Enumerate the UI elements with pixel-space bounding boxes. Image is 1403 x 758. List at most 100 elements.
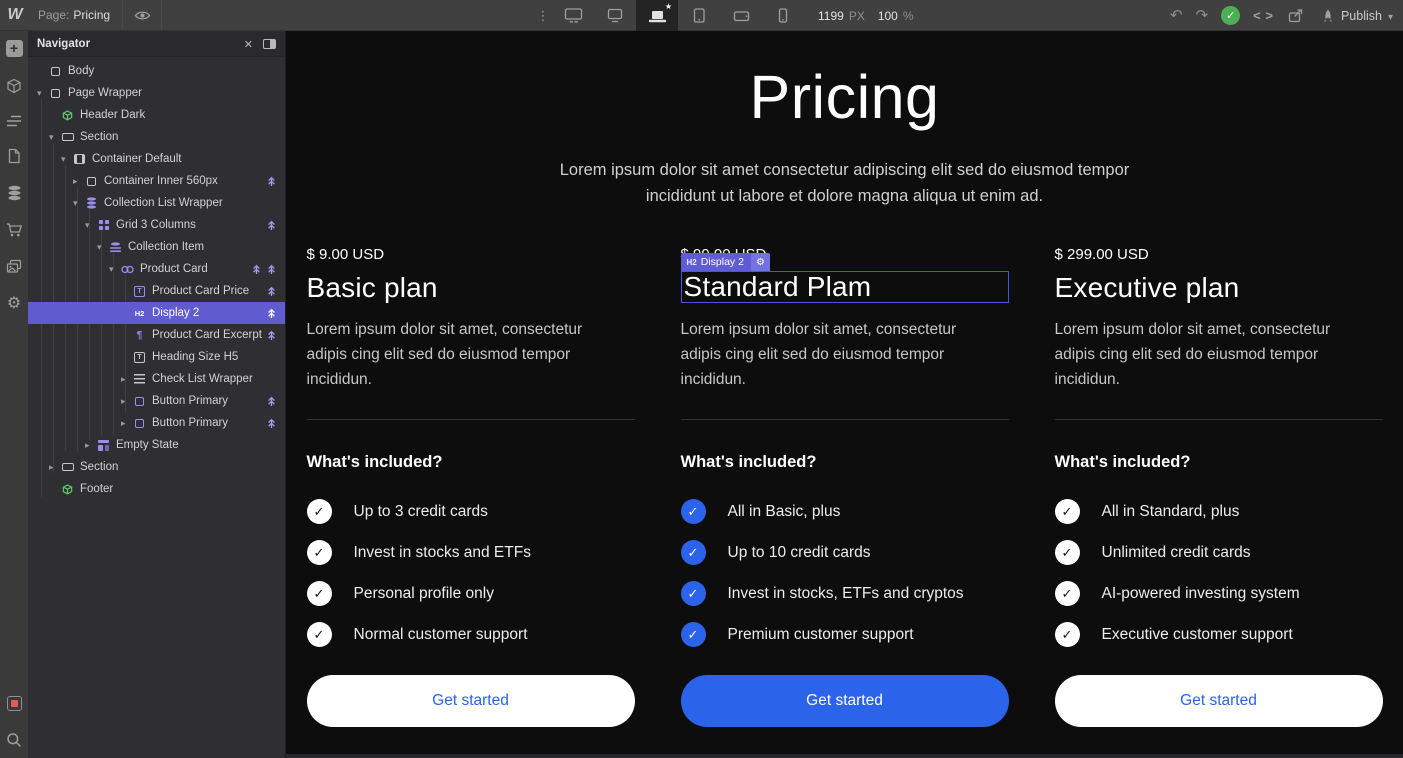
feature-list: Up to 3 credit cards Invest in stocks an… [306, 499, 635, 647]
more-menu-icon[interactable] [534, 8, 552, 24]
element-tree: Body Page Wrapper Header Dark Section [28, 57, 285, 500]
included-title[interactable]: What's included? [680, 453, 817, 471]
dock-panel-icon[interactable] [263, 38, 276, 49]
pricing-subtitle[interactable]: Lorem ipsum dolor sit amet consectetur a… [559, 161, 1130, 205]
add-elements-icon[interactable] [5, 40, 23, 57]
tree-item-container-default[interactable]: Container Default [28, 148, 285, 170]
caret-down-icon[interactable] [37, 89, 48, 98]
caret-right-icon[interactable] [85, 441, 96, 450]
tree-item-check-list-wrapper[interactable]: Check List Wrapper [28, 368, 285, 390]
ecommerce-cart-icon[interactable] [6, 222, 23, 238]
tree-item-section[interactable]: Section [28, 126, 285, 148]
caret-down-icon[interactable] [109, 265, 120, 274]
binding-bolt-icon [267, 396, 276, 407]
publish-button[interactable]: Publish [1321, 7, 1393, 25]
tree-item-product-card-excerpt[interactable]: Product Card Excerpt [28, 324, 285, 346]
pages-icon[interactable] [7, 148, 21, 164]
tree-item-product-card-price[interactable]: Product Card Price [28, 280, 285, 302]
navigator-layers-icon[interactable] [6, 115, 22, 127]
breakpoint-phone-landscape[interactable] [720, 0, 762, 31]
tree-item-button-primary[interactable]: Button Primary [28, 390, 285, 412]
caret-right-icon[interactable] [121, 375, 132, 384]
tree-item-footer[interactable]: Footer [28, 478, 285, 500]
get-started-button[interactable]: Get started [306, 675, 635, 727]
caret-down-icon[interactable] [97, 243, 108, 252]
get-started-button[interactable]: Get started [680, 675, 1009, 727]
tree-item-heading-size-h5[interactable]: Heading Size H5 [28, 346, 285, 368]
caret-right-icon[interactable] [121, 397, 132, 406]
pricing-heading[interactable]: Pricing [749, 63, 940, 131]
caret-down-icon[interactable] [85, 221, 96, 230]
binding-bolt-icon [252, 264, 261, 275]
tree-item-page-wrapper[interactable]: Page Wrapper [28, 82, 285, 104]
feature-item: Normal customer support [306, 622, 635, 647]
plan-name[interactable]: Executive plan [1054, 272, 1240, 303]
check-icon [306, 622, 332, 647]
divider [306, 419, 635, 420]
tree-item-grid-3-columns[interactable]: Grid 3 Columns [28, 214, 285, 236]
caret-down-icon[interactable] [73, 199, 84, 208]
zoom-unit: % [902, 8, 914, 23]
tree-item-collection-list-wrapper[interactable]: Collection List Wrapper [28, 192, 285, 214]
components-cube-icon[interactable] [6, 78, 22, 94]
plan-name[interactable]: Standard Plam [683, 271, 872, 302]
cms-database-icon[interactable] [7, 185, 22, 201]
breakpoint-desktop[interactable] [594, 0, 636, 31]
plan-excerpt[interactable]: Lorem ipsum dolor sit amet, consectetur … [1054, 321, 1331, 388]
caret-right-icon[interactable] [73, 177, 84, 186]
caret-right-icon[interactable] [49, 463, 60, 472]
feature-item: Personal profile only [306, 581, 635, 606]
included-title[interactable]: What's included? [1054, 453, 1191, 471]
included-title[interactable]: What's included? [306, 453, 443, 471]
get-started-button[interactable]: Get started [1054, 675, 1383, 727]
webflow-logo-icon[interactable] [0, 0, 30, 30]
plan-excerpt[interactable]: Lorem ipsum dolor sit amet, consectetur … [306, 321, 583, 388]
empty-state-icon [96, 439, 111, 451]
breakpoint-laptop-active[interactable] [636, 0, 678, 31]
settings-gear-icon[interactable] [7, 295, 21, 313]
canvas-width-value[interactable]: 1199 [818, 8, 844, 23]
undo-icon[interactable] [1170, 8, 1183, 23]
check-icon [680, 540, 706, 565]
publish-label: Publish [1340, 8, 1382, 23]
breakpoint-phone-portrait[interactable] [762, 0, 804, 31]
caret-down-icon[interactable] [61, 155, 72, 164]
tree-item-container-inner[interactable]: Container Inner 560px [28, 170, 285, 192]
feature-item: All in Standard, plus [1054, 499, 1383, 524]
tree-item-body[interactable]: Body [28, 60, 285, 82]
selected-element-outline[interactable]: Standard Plam [680, 271, 1009, 303]
zoom-value[interactable]: 100 [877, 8, 898, 23]
section-icon [60, 463, 75, 471]
chevron-down-icon [1388, 7, 1393, 25]
tree-item-collection-item[interactable]: Collection Item [28, 236, 285, 258]
check-icon [680, 622, 706, 647]
tree-item-display-2-selected[interactable]: Display 2 [28, 302, 285, 324]
breakpoint-desktop-large[interactable] [552, 0, 594, 31]
redo-icon[interactable] [1196, 8, 1209, 23]
code-export-icon[interactable] [1253, 7, 1274, 25]
tree-item-header-dark[interactable]: Header Dark [28, 104, 285, 126]
video-tutorials-icon[interactable] [6, 696, 22, 711]
caret-down-icon[interactable] [49, 133, 60, 142]
preview-eye-icon[interactable] [122, 0, 163, 30]
plan-excerpt[interactable]: Lorem ipsum dolor sit amet, consectetur … [680, 321, 957, 388]
tree-item-button-primary[interactable]: Button Primary [28, 412, 285, 434]
next-section-edge [286, 754, 1403, 758]
search-icon[interactable] [6, 732, 22, 748]
tree-item-section[interactable]: Section [28, 456, 285, 478]
divider [1054, 419, 1383, 420]
share-icon[interactable] [1287, 8, 1304, 24]
plan-name[interactable]: Basic plan [306, 272, 438, 303]
plan-price[interactable]: $ 299.00 USD [1054, 246, 1149, 263]
plan-price[interactable]: $ 9.00 USD [306, 246, 385, 263]
assets-icon[interactable] [6, 259, 22, 274]
tree-item-product-card[interactable]: Product Card [28, 258, 285, 280]
feature-item: Up to 3 credit cards [306, 499, 635, 524]
breakpoint-tablet[interactable] [678, 0, 720, 31]
page-name[interactable]: Pricing [73, 8, 111, 22]
element-settings-gear-icon[interactable] [750, 253, 770, 271]
tree-item-empty-state[interactable]: Empty State [28, 434, 285, 456]
caret-right-icon[interactable] [121, 419, 132, 428]
selected-element-badge[interactable]: H2 Display 2 [680, 253, 770, 271]
close-icon[interactable] [244, 35, 253, 53]
